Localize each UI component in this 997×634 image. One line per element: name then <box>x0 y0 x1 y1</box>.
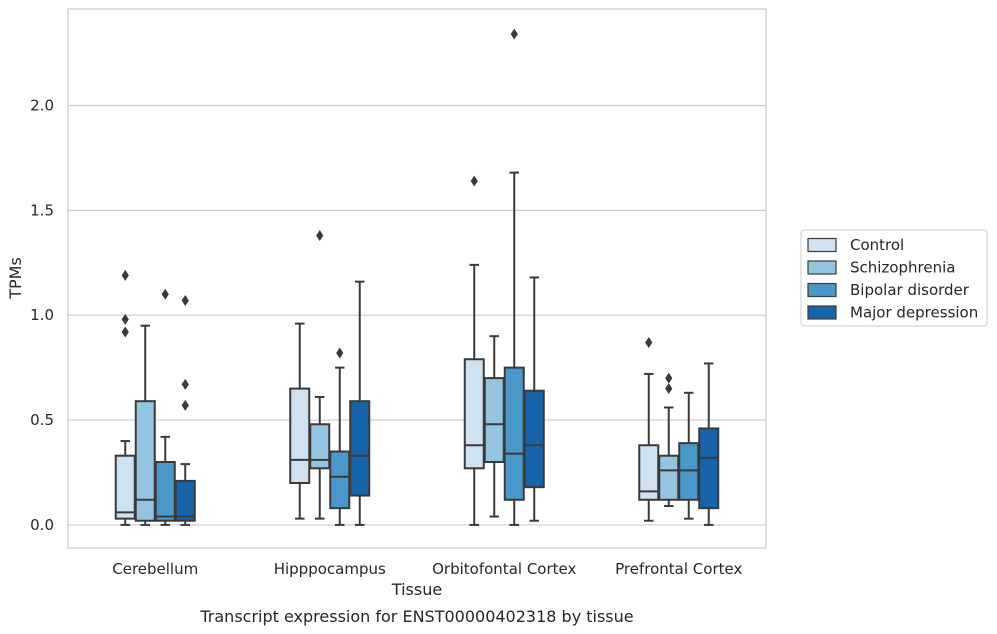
box <box>463 358 485 470</box>
outlier-point <box>181 295 189 307</box>
box <box>483 377 505 464</box>
outlier-point <box>121 269 129 281</box>
box <box>134 400 156 522</box>
y-tick-label: 0.5 <box>30 411 54 429</box>
outlier-point <box>470 175 478 187</box>
box <box>309 423 331 470</box>
outlier-point <box>161 288 169 300</box>
legend-label: Bipolar disorder <box>850 281 970 299</box>
legend-label: Control <box>850 236 904 254</box>
box <box>349 400 371 497</box>
outlier-point <box>336 347 344 359</box>
box <box>174 479 196 522</box>
box <box>698 427 720 510</box>
box-group <box>114 269 196 526</box>
outlier-point <box>665 372 673 384</box>
x-tick-label: Hipppocampus <box>274 560 386 578</box>
legend-swatch <box>807 237 837 253</box>
outlier-point <box>316 230 324 242</box>
x-tick-label: Prefrontal Cortex <box>615 560 742 578</box>
box <box>523 389 545 489</box>
box <box>678 442 700 501</box>
box-group <box>638 336 720 526</box>
outlier-point <box>181 399 189 411</box>
legend-swatch <box>807 282 837 298</box>
legend-swatch <box>807 305 837 320</box>
outlier-point <box>665 383 673 395</box>
x-tick-label: Orbitofontal Cortex <box>432 560 576 578</box>
box-group <box>463 28 545 526</box>
legend-frame <box>800 229 988 327</box>
x-axis-label: Tissue <box>391 580 442 599</box>
outlier-point <box>510 28 518 40</box>
y-tick-label: 0.0 <box>30 516 54 534</box>
box <box>114 454 136 520</box>
outlier-point <box>121 313 129 325</box>
legend-label: Schizophrenia <box>850 259 955 277</box>
box-group <box>289 230 371 526</box>
box <box>154 461 176 522</box>
outlier-point <box>121 326 129 338</box>
box <box>658 454 680 501</box>
x-tick-labels: Cerebellum Hipppocampus Orbitofontal Corte… <box>112 560 742 578</box>
box-groups <box>114 28 720 526</box>
y-tick-label: 1.5 <box>30 201 54 219</box>
box <box>503 366 525 501</box>
x-tick-label: Cerebellum <box>112 560 198 578</box>
box <box>289 387 311 484</box>
legend-swatch <box>807 260 837 275</box>
outlier-point <box>181 378 189 390</box>
chart-caption: Transcript expression for ENST0000040231… <box>199 607 633 626</box>
legend-label: Major depression <box>850 304 978 322</box>
outlier-point <box>645 336 653 348</box>
y-tick-labels: 0.0 0.5 1.0 1.5 2.0 <box>30 96 54 533</box>
plot-area-frame <box>67 8 767 549</box>
legend: Control Schizophrenia Bipolar disorder Majo… <box>800 229 988 327</box>
y-axis-label: TPMs <box>6 257 25 300</box>
y-tick-label: 2.0 <box>30 96 54 114</box>
y-tick-label: 1.0 <box>30 306 54 324</box>
box <box>329 450 351 510</box>
